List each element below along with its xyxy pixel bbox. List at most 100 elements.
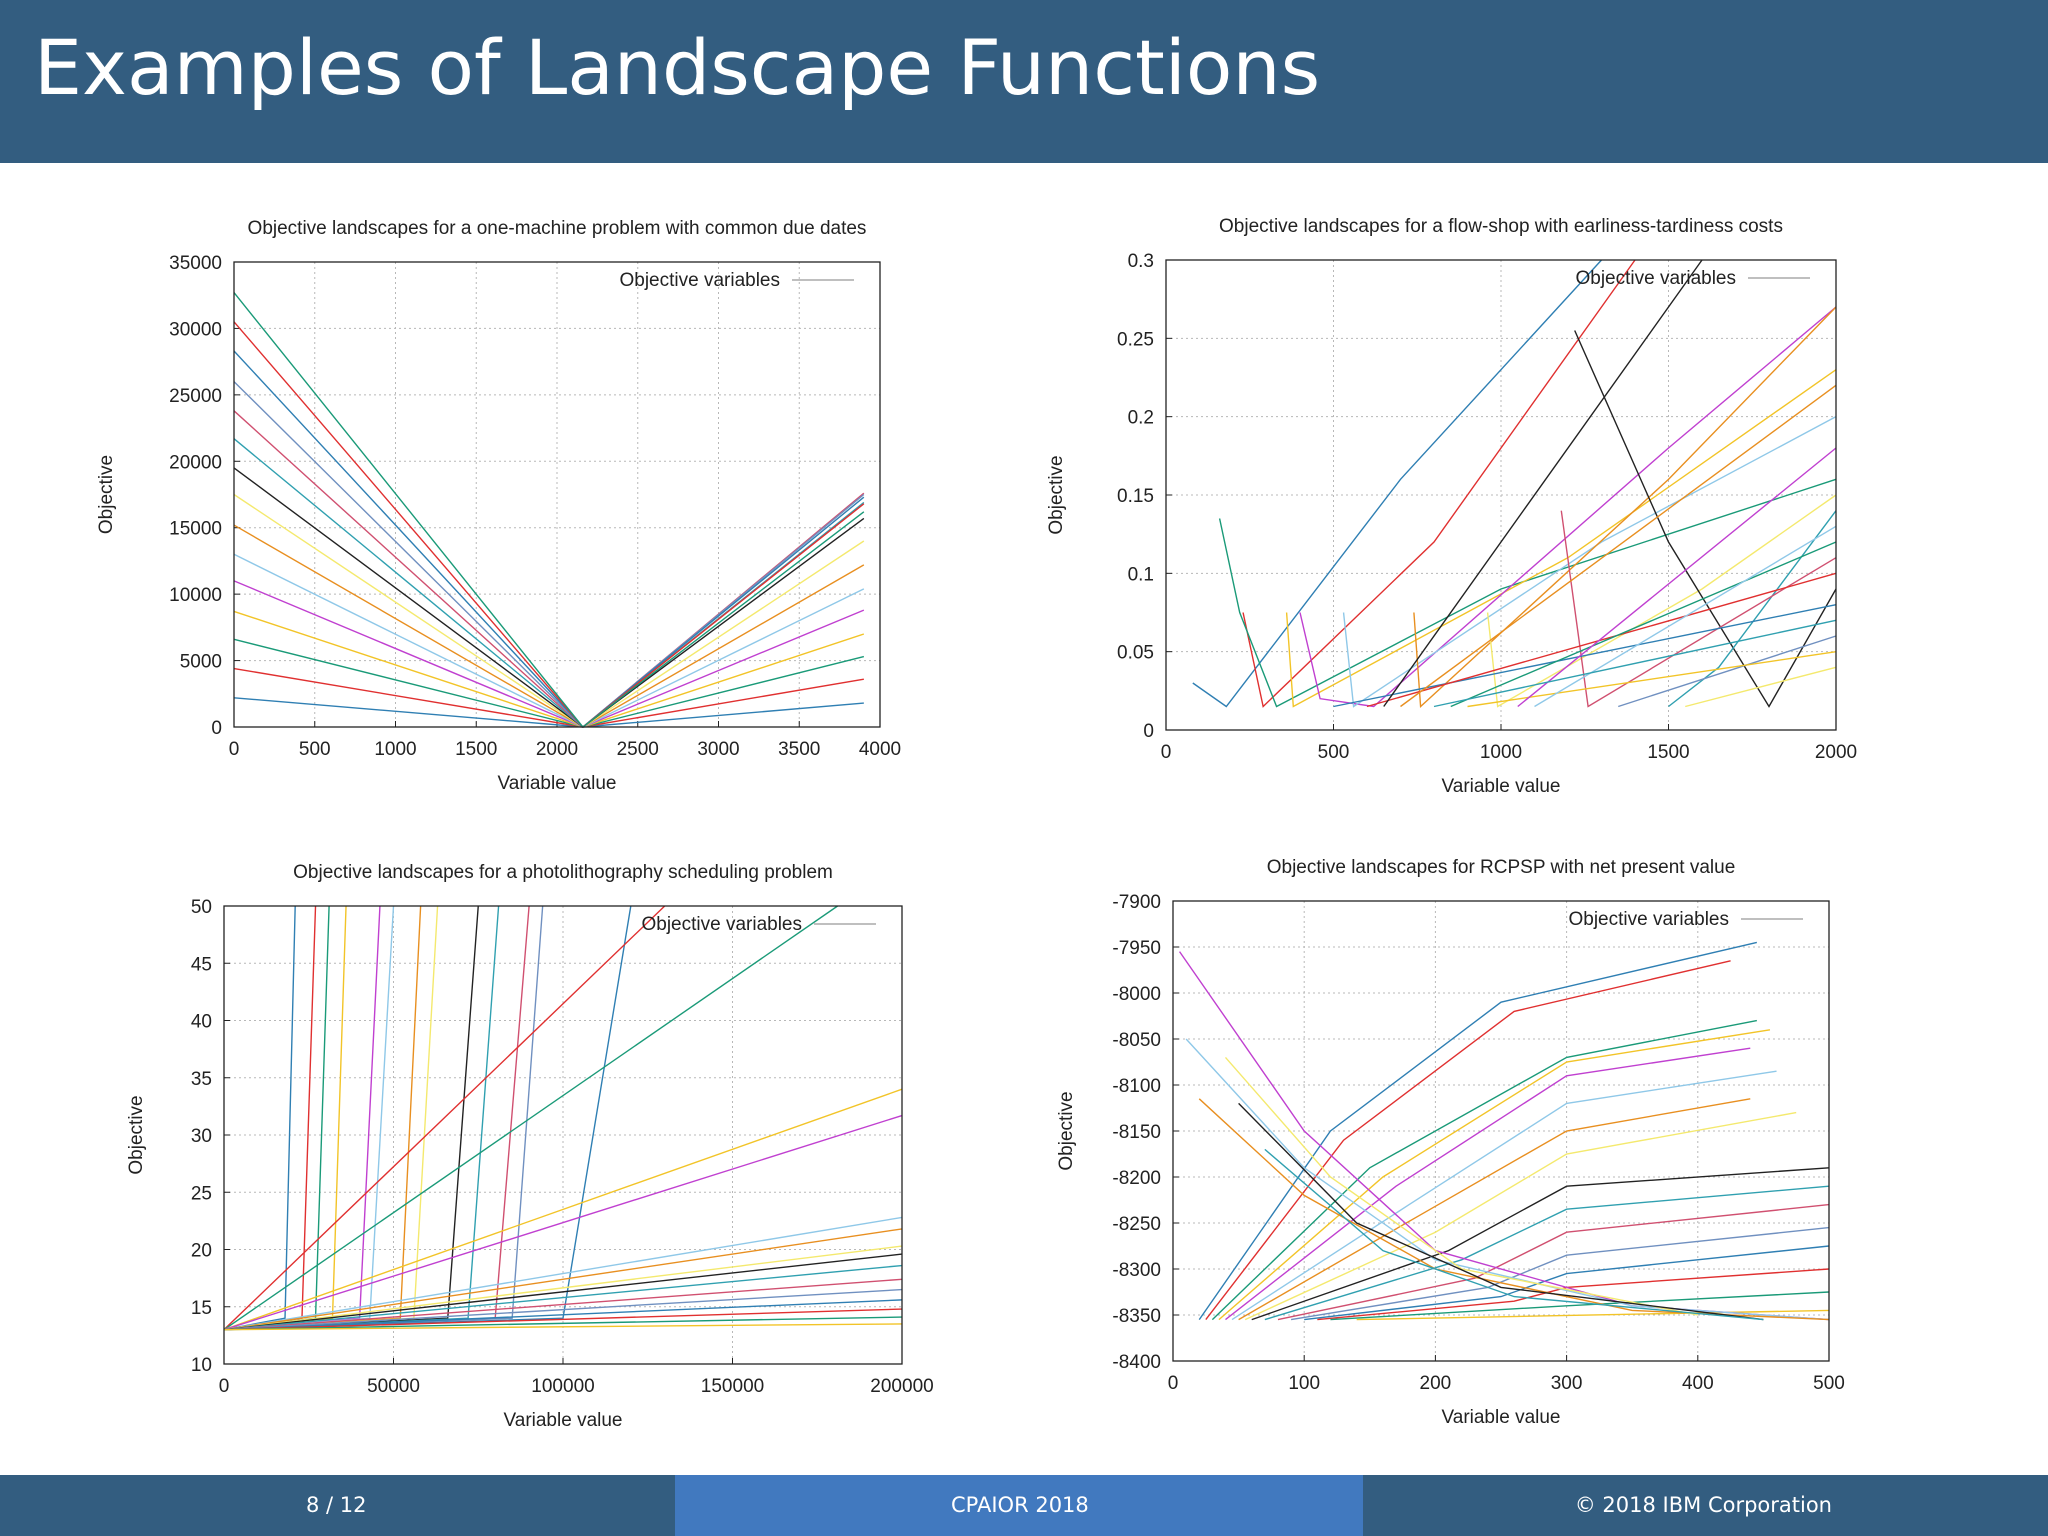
x-tick-label: 1500 bbox=[455, 739, 497, 760]
series-line bbox=[1192, 259, 1603, 708]
y-tick-label: -7950 bbox=[1112, 938, 1161, 959]
series-line bbox=[233, 381, 865, 728]
series-line bbox=[1299, 306, 1837, 708]
series-line bbox=[1304, 1245, 1830, 1321]
x-tick-label: 0 bbox=[1161, 742, 1172, 763]
x-tick-label: 200 bbox=[1420, 1373, 1452, 1394]
series-line bbox=[223, 1308, 903, 1331]
series-line bbox=[1178, 951, 1830, 1321]
series-line bbox=[233, 493, 865, 728]
series-line bbox=[1433, 619, 1837, 708]
slide-title: Examples of Landscape Functions bbox=[34, 23, 1321, 112]
series-line bbox=[233, 292, 865, 728]
y-tick-label: -8300 bbox=[1112, 1260, 1161, 1281]
series-line bbox=[223, 905, 296, 1331]
series-line bbox=[233, 321, 865, 728]
y-tick-label: -8350 bbox=[1112, 1306, 1161, 1327]
chart-one-machine: Objective landscapes for a one-machine p… bbox=[96, 218, 901, 794]
series-line bbox=[1277, 1203, 1830, 1321]
y-axis-label: Objective bbox=[126, 1095, 147, 1174]
series-line bbox=[223, 1088, 903, 1331]
chart-title: Objective landscapes for a photolithogra… bbox=[293, 862, 833, 883]
series-line bbox=[223, 905, 317, 1331]
x-tick-label: 3000 bbox=[697, 739, 739, 760]
series-line bbox=[233, 350, 865, 728]
x-axis-label: Variable value bbox=[503, 1410, 622, 1431]
x-tick-label: 100 bbox=[1288, 1373, 1320, 1394]
y-tick-label: 20000 bbox=[169, 452, 222, 473]
plot-frame bbox=[1172, 900, 1830, 1362]
y-tick-label: 30000 bbox=[169, 319, 222, 340]
series-line bbox=[1224, 1056, 1698, 1316]
x-tick-label: 3500 bbox=[778, 739, 820, 760]
page-number: 8 / 12 bbox=[306, 1493, 367, 1517]
series-line bbox=[1685, 666, 1837, 708]
y-tick-label: -8250 bbox=[1112, 1214, 1161, 1235]
x-tick-label: 150000 bbox=[701, 1376, 764, 1397]
series-line bbox=[1231, 1070, 1777, 1321]
series-line bbox=[1517, 447, 1837, 708]
y-tick-label: -8100 bbox=[1112, 1076, 1161, 1097]
y-tick-label: 5000 bbox=[180, 652, 222, 673]
chart-rcpsp: Objective landscapes for RCPSP with net … bbox=[1056, 857, 1845, 1428]
y-axis-label: Objective bbox=[1056, 1091, 1077, 1170]
series-line bbox=[1366, 572, 1837, 708]
conference-name: CPAIOR 2018 bbox=[951, 1493, 1089, 1517]
y-tick-label: 15000 bbox=[169, 519, 222, 540]
x-tick-label: 2000 bbox=[536, 739, 578, 760]
series-line bbox=[223, 905, 500, 1331]
x-tick-label: 500 bbox=[1813, 1373, 1845, 1394]
y-tick-label: 0.25 bbox=[1117, 329, 1154, 350]
series-line bbox=[223, 1264, 903, 1331]
x-tick-label: 300 bbox=[1551, 1373, 1583, 1394]
series-line bbox=[223, 905, 381, 1331]
series-line bbox=[1244, 1111, 1797, 1321]
x-axis-label: Variable value bbox=[1441, 1407, 1560, 1428]
y-tick-label: 0 bbox=[1143, 721, 1154, 742]
series-line bbox=[1242, 259, 1636, 708]
x-tick-label: 0 bbox=[229, 739, 240, 760]
series-line bbox=[223, 905, 838, 1331]
series-line bbox=[1285, 369, 1837, 708]
y-tick-label: 15 bbox=[191, 1298, 212, 1319]
legend-label: Objective variables bbox=[1575, 268, 1736, 289]
series-line bbox=[223, 1278, 903, 1331]
chart-title: Objective landscapes for a one-machine p… bbox=[248, 218, 867, 239]
series-line bbox=[223, 1228, 903, 1331]
y-tick-label: -8150 bbox=[1112, 1122, 1161, 1143]
copyright: © 2018 IBM Corporation bbox=[1574, 1493, 1832, 1517]
series-line bbox=[1618, 635, 1837, 708]
series-line bbox=[1264, 1148, 1764, 1321]
series-line bbox=[1290, 1226, 1830, 1321]
y-tick-label: 10 bbox=[191, 1355, 212, 1376]
x-tick-label: 0 bbox=[219, 1376, 230, 1397]
series-line bbox=[223, 1216, 903, 1331]
series-line bbox=[1198, 941, 1757, 1320]
y-tick-label: -8400 bbox=[1112, 1352, 1161, 1373]
footer-center-band bbox=[675, 1475, 1363, 1536]
series-line bbox=[223, 1299, 903, 1331]
series-line bbox=[1211, 1019, 1757, 1321]
series-line bbox=[1238, 1102, 1764, 1321]
y-tick-label: 25000 bbox=[169, 386, 222, 407]
series-line bbox=[1238, 1098, 1751, 1321]
series-line bbox=[223, 905, 479, 1331]
y-tick-label: 0.1 bbox=[1128, 564, 1154, 585]
x-tick-label: 2000 bbox=[1815, 742, 1857, 763]
y-tick-label: 45 bbox=[191, 954, 212, 975]
x-tick-label: 50000 bbox=[367, 1376, 420, 1397]
legend-label: Objective variables bbox=[619, 270, 780, 291]
y-tick-label: -8000 bbox=[1112, 984, 1161, 1005]
series-line bbox=[223, 1316, 903, 1331]
chart-title: Objective landscapes for a flow-shop wit… bbox=[1219, 216, 1783, 237]
x-tick-label: 500 bbox=[1318, 742, 1350, 763]
y-tick-label: -8200 bbox=[1112, 1168, 1161, 1189]
series-line bbox=[1356, 1309, 1830, 1321]
series-line bbox=[1333, 603, 1837, 708]
x-tick-label: 100000 bbox=[531, 1376, 594, 1397]
series-line bbox=[223, 905, 439, 1331]
series-line bbox=[223, 905, 544, 1331]
x-tick-label: 1000 bbox=[374, 739, 416, 760]
series-line bbox=[1534, 525, 1837, 708]
y-tick-label: 25 bbox=[191, 1183, 212, 1204]
